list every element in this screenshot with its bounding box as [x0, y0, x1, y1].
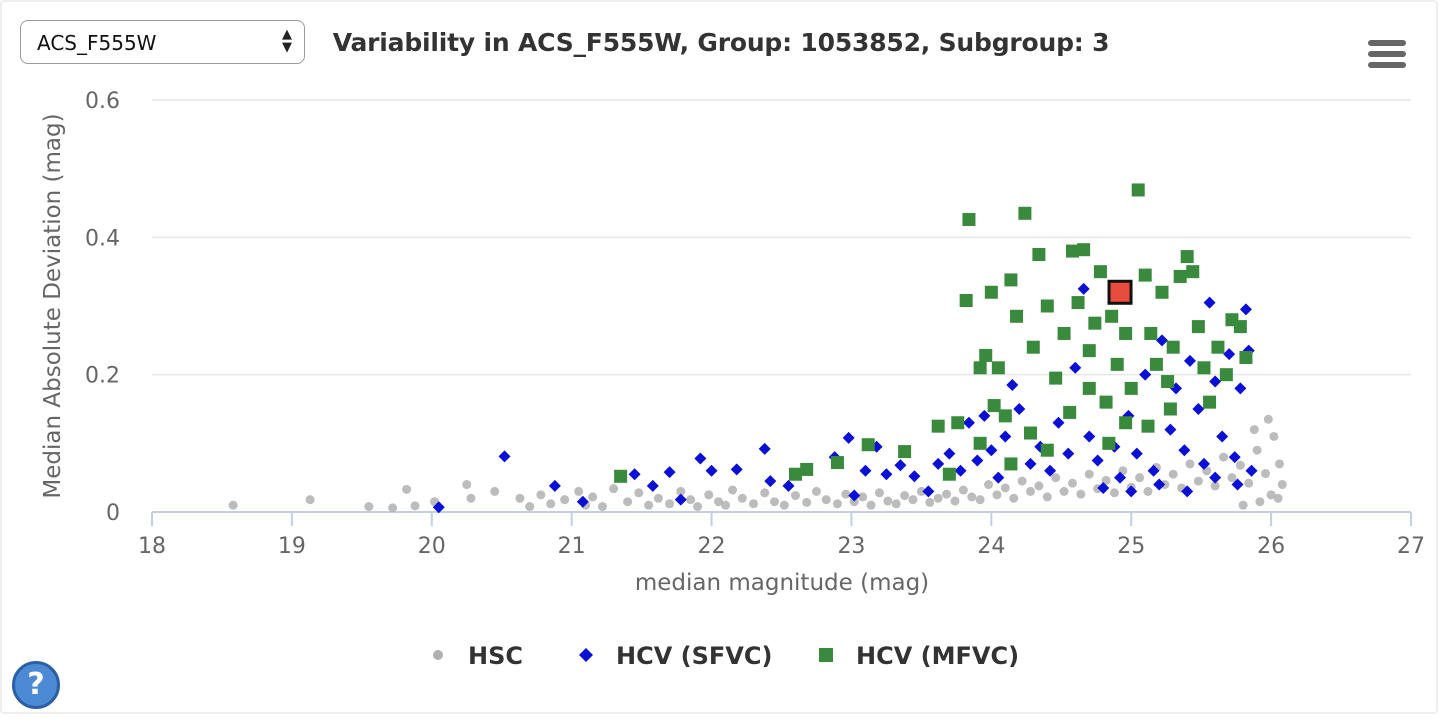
hamburger-menu-icon[interactable]	[1368, 40, 1406, 70]
filter-select-value: ACS_F555W	[37, 31, 157, 55]
chart-title: Variability in ACS_F555W, Group: 1053852…	[332, 28, 1110, 57]
help-icon[interactable]: ?	[12, 661, 60, 709]
filter-select[interactable]: ACS_F555W ▲ ▼	[20, 20, 305, 64]
chart-container	[0, 0, 1438, 714]
select-arrows-icon: ▲ ▼	[282, 27, 292, 55]
